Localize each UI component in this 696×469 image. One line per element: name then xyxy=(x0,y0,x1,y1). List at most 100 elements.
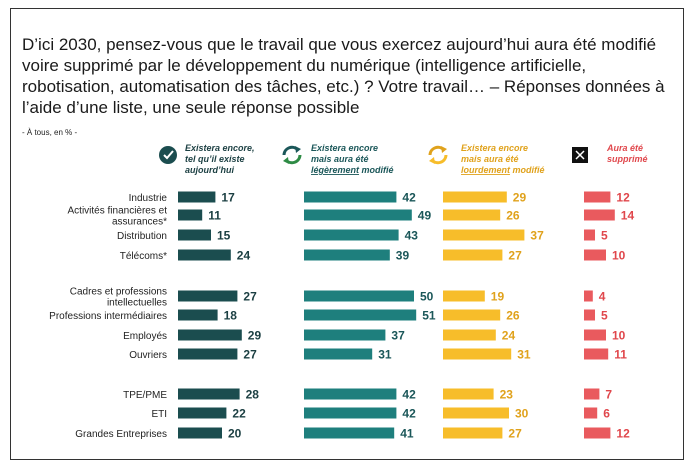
value-label: 42 xyxy=(402,407,416,421)
legend-label: Existera encore xyxy=(311,143,378,153)
bar xyxy=(443,229,525,241)
value-label: 15 xyxy=(217,229,231,243)
value-label: 27 xyxy=(243,290,257,304)
bar xyxy=(304,209,412,221)
category-label: Activités financières et xyxy=(68,206,168,217)
bar xyxy=(178,427,222,439)
value-label: 6 xyxy=(603,407,610,421)
value-label: 43 xyxy=(405,229,419,243)
bar xyxy=(304,329,386,341)
bar xyxy=(584,388,600,400)
bar xyxy=(584,348,609,360)
category-label: Cadres et professions xyxy=(70,287,167,298)
legend-label: tel qu’il existe xyxy=(185,154,245,164)
bar xyxy=(584,290,593,302)
bar xyxy=(443,329,496,341)
category-label: Professions intermédiaires xyxy=(49,311,167,322)
value-label: 17 xyxy=(221,191,235,205)
bar xyxy=(443,407,509,419)
value-label: 11 xyxy=(208,209,221,223)
category-label: Industrie xyxy=(129,193,168,204)
category-label: TPE/PME xyxy=(123,390,167,401)
cycle-arrows-icon xyxy=(282,145,302,165)
bar xyxy=(443,191,507,203)
bar xyxy=(178,209,203,221)
value-label: 5 xyxy=(601,309,608,323)
legend-label: légèrement modifié xyxy=(311,165,394,175)
legend-label: supprimé xyxy=(607,154,648,164)
value-label: 27 xyxy=(508,249,522,263)
value-label: 18 xyxy=(224,309,238,323)
value-label: 37 xyxy=(391,329,405,343)
value-label: 50 xyxy=(420,290,434,304)
bar xyxy=(443,209,501,221)
category-label: Ouvriers xyxy=(129,350,167,361)
chart-title: D’ici 2030, pensez-vous que le travail q… xyxy=(22,35,665,117)
bar xyxy=(443,427,503,439)
value-label: 10 xyxy=(612,249,626,263)
bar xyxy=(178,229,211,241)
value-label: 29 xyxy=(513,191,527,205)
value-label: 31 xyxy=(378,348,392,362)
value-label: 37 xyxy=(530,229,544,243)
value-label: 29 xyxy=(248,329,262,343)
bar xyxy=(443,290,485,302)
category-label: Télécoms* xyxy=(120,251,167,262)
value-label: 22 xyxy=(232,407,246,421)
bar xyxy=(584,329,606,341)
bar xyxy=(304,348,373,360)
bar xyxy=(584,209,615,221)
value-label: 19 xyxy=(491,290,505,304)
value-label: 30 xyxy=(515,407,529,421)
bar xyxy=(304,290,414,302)
value-label: 14 xyxy=(621,209,635,223)
value-label: 41 xyxy=(400,427,414,441)
cross-box-icon xyxy=(572,147,588,163)
value-label: 12 xyxy=(616,191,630,205)
bar xyxy=(304,229,399,241)
value-label: 27 xyxy=(243,348,257,362)
value-label: 26 xyxy=(506,209,520,223)
category-label: assurances* xyxy=(112,217,167,228)
bar xyxy=(178,407,227,419)
value-label: 5 xyxy=(601,229,608,243)
bar xyxy=(584,309,595,321)
bar xyxy=(178,290,238,302)
bar xyxy=(304,309,417,321)
bar xyxy=(304,407,397,419)
legend-label: Aura été xyxy=(606,143,643,153)
value-label: 7 xyxy=(605,388,612,402)
legend-label: mais aura été xyxy=(461,154,519,164)
value-label: 23 xyxy=(500,388,514,402)
bar xyxy=(304,249,390,261)
cycle-arrows-icon xyxy=(428,145,448,165)
value-label: 51 xyxy=(422,309,436,323)
bar xyxy=(178,329,242,341)
bar xyxy=(584,407,598,419)
bar xyxy=(443,309,501,321)
bar xyxy=(304,191,397,203)
value-label: 12 xyxy=(616,427,630,441)
value-label: 24 xyxy=(502,329,516,343)
check-circle-icon xyxy=(159,146,177,164)
bar xyxy=(178,249,231,261)
value-label: 4 xyxy=(599,290,606,304)
legend-label: aujourd’hui xyxy=(185,165,234,175)
unit-note: - À tous, en % - xyxy=(22,128,78,137)
bar xyxy=(304,388,397,400)
bar xyxy=(178,348,238,360)
value-label: 24 xyxy=(237,249,251,263)
bar xyxy=(443,388,494,400)
bar xyxy=(584,249,606,261)
value-label: 28 xyxy=(246,388,260,402)
bar xyxy=(443,249,503,261)
bar xyxy=(178,191,216,203)
value-label: 31 xyxy=(517,348,531,362)
category-label: ETI xyxy=(151,409,167,420)
value-label: 39 xyxy=(396,249,410,263)
bar xyxy=(443,348,512,360)
value-label: 49 xyxy=(418,209,432,223)
value-label: 20 xyxy=(228,427,242,441)
legend-label: Existera encore xyxy=(461,143,528,153)
